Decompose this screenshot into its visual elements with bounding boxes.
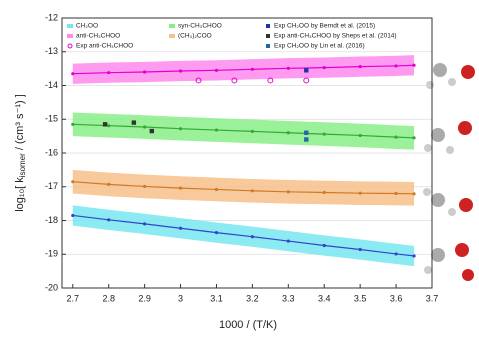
model-point bbox=[71, 72, 74, 75]
uncertainty-band bbox=[73, 170, 414, 206]
x-tick-label: 3.4 bbox=[318, 293, 331, 303]
y-tick-label: -16 bbox=[45, 147, 58, 157]
x-tick-label: 2.8 bbox=[102, 293, 115, 303]
x-tick-label: 3.7 bbox=[426, 293, 439, 303]
y-tick-label: -14 bbox=[45, 80, 58, 90]
y-tick-label: -17 bbox=[45, 181, 58, 191]
x-tick-label: 2.7 bbox=[67, 293, 80, 303]
y-label-part: / (cm³ s⁻¹) ] bbox=[14, 94, 26, 153]
model-point bbox=[394, 192, 397, 195]
model-point bbox=[359, 248, 362, 251]
model-point bbox=[287, 131, 290, 134]
x-tick-label: 3.2 bbox=[246, 293, 259, 303]
model-point bbox=[359, 65, 362, 68]
model-point bbox=[215, 188, 218, 191]
model-point bbox=[359, 134, 362, 137]
legend-marker bbox=[68, 44, 72, 48]
model-point bbox=[323, 191, 326, 194]
model-point bbox=[359, 192, 362, 195]
y-tick-label: -20 bbox=[45, 282, 58, 292]
model-point bbox=[412, 136, 415, 139]
legend-marker bbox=[266, 34, 270, 38]
model-point bbox=[71, 180, 74, 183]
legend-marker bbox=[67, 24, 73, 28]
x-tick-label: 3 bbox=[178, 293, 183, 303]
exp-point bbox=[304, 131, 308, 135]
legend-label: Exp anti-CH₃CHOO bbox=[76, 43, 133, 50]
legend-marker bbox=[169, 34, 175, 38]
legend-label: (CH₃)₂COO bbox=[178, 33, 212, 40]
model-point bbox=[287, 239, 290, 242]
model-point bbox=[215, 231, 218, 234]
model-point bbox=[251, 189, 254, 192]
model-point bbox=[107, 71, 110, 74]
legend-label: CH₂OO bbox=[76, 23, 98, 30]
model-point bbox=[179, 187, 182, 190]
y-tick-label: -19 bbox=[45, 249, 58, 259]
x-tick-label: 3.1 bbox=[210, 293, 223, 303]
legend-label: Exp CH₂OO by Berndt et al. (2015) bbox=[274, 23, 375, 30]
x-tick-label: 3.6 bbox=[390, 293, 403, 303]
y-tick-label: -15 bbox=[45, 114, 58, 124]
exp-point bbox=[304, 137, 308, 141]
legend-label: Exp CH₂OO by Lin et al. (2016) bbox=[274, 43, 365, 50]
legend-marker bbox=[266, 44, 270, 48]
model-point bbox=[143, 125, 146, 128]
model-point bbox=[251, 235, 254, 238]
model-point bbox=[107, 124, 110, 127]
molecules bbox=[423, 63, 475, 281]
model-point bbox=[412, 254, 415, 257]
model-point bbox=[287, 67, 290, 70]
model-point bbox=[323, 66, 326, 69]
model-point bbox=[107, 183, 110, 186]
x-tick-label: 3.5 bbox=[354, 293, 367, 303]
model-point bbox=[394, 64, 397, 67]
x-axis-label: 1000 / (T/K) bbox=[219, 319, 277, 331]
legend-marker bbox=[67, 34, 73, 38]
model-line bbox=[73, 215, 414, 256]
model-point bbox=[107, 218, 110, 221]
y-tick-label: -18 bbox=[45, 215, 58, 225]
model-point bbox=[143, 185, 146, 188]
model-point bbox=[143, 70, 146, 73]
legend-marker bbox=[266, 24, 270, 28]
model-point bbox=[179, 69, 182, 72]
model-point bbox=[323, 244, 326, 247]
legend-marker bbox=[169, 24, 175, 28]
x-tick-label: 3.3 bbox=[282, 293, 295, 303]
y-axis-label: log₁₀[ kisomer / (cm³ s⁻¹) ] bbox=[14, 94, 27, 212]
model-point bbox=[215, 128, 218, 131]
x-tick-label: 2.9 bbox=[138, 293, 151, 303]
y-label-part: log₁₀[ k bbox=[14, 177, 26, 212]
model-point bbox=[71, 123, 74, 126]
model-point bbox=[179, 227, 182, 230]
y-tick-label: -13 bbox=[45, 46, 58, 56]
model-point bbox=[412, 64, 415, 67]
legend-label: Exp anti-CH₃CHOO by Sheps et al. (2014) bbox=[274, 33, 397, 40]
model-point bbox=[412, 192, 415, 195]
model-point bbox=[215, 69, 218, 72]
exp-point bbox=[150, 129, 154, 133]
model-point bbox=[394, 136, 397, 139]
model-point bbox=[287, 190, 290, 193]
exp-point bbox=[304, 68, 308, 72]
legend-label: syn-CH₃CHOO bbox=[178, 23, 222, 30]
model-point bbox=[179, 127, 182, 130]
model-point bbox=[143, 222, 146, 225]
chart: 1000 / (T/K) log₁₀[ kisomer / (cm³ s⁻¹) … bbox=[0, 0, 479, 337]
model-point bbox=[71, 214, 74, 217]
legend-label: anti-CH₃CHOO bbox=[76, 33, 120, 40]
model-point bbox=[251, 130, 254, 133]
model-point bbox=[394, 252, 397, 255]
exp-point bbox=[304, 78, 309, 83]
y-label-part: isomer bbox=[18, 153, 27, 177]
y-tick-label: -12 bbox=[45, 12, 58, 22]
model-point bbox=[323, 133, 326, 136]
exp-point bbox=[132, 120, 136, 124]
model-point bbox=[251, 68, 254, 71]
exp-point bbox=[103, 122, 107, 126]
